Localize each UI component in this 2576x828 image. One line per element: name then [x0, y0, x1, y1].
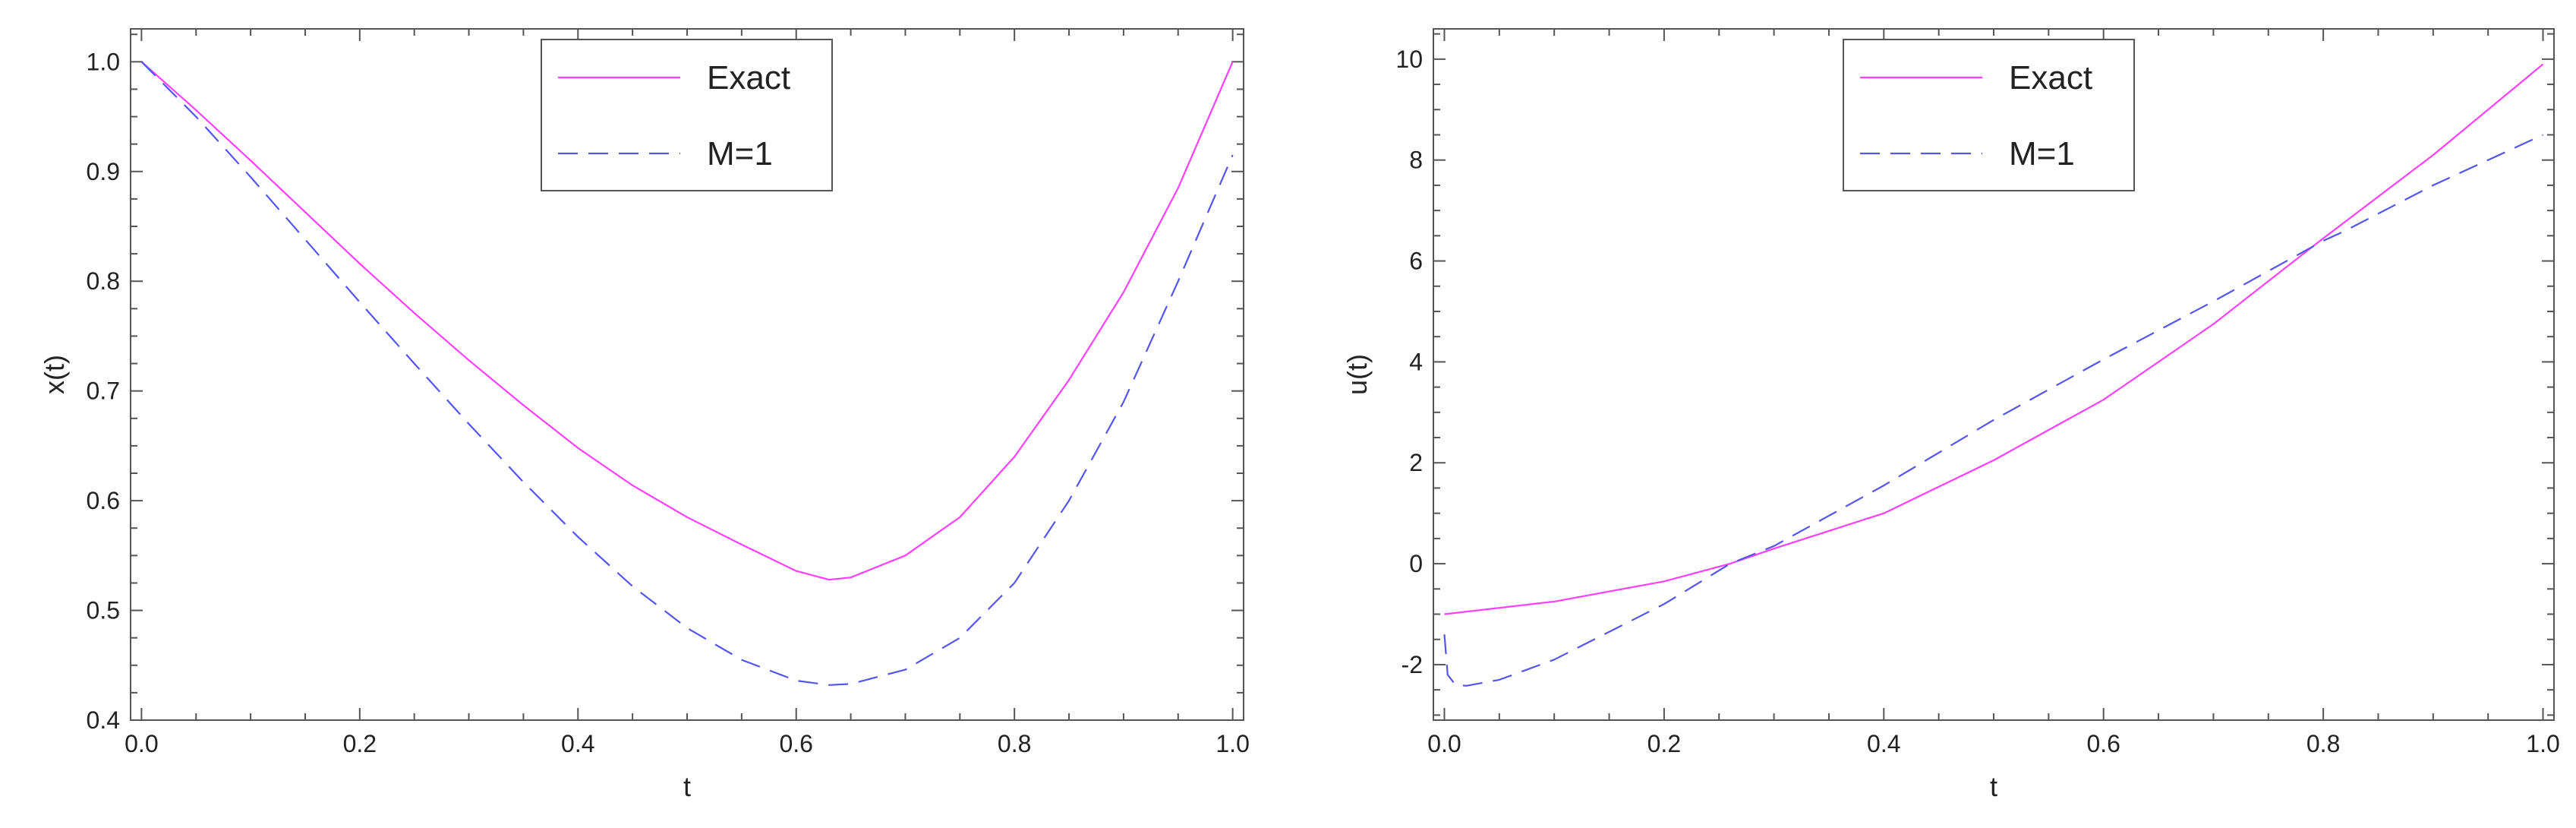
x-tick-label: 0.2	[1647, 730, 1681, 757]
y-tick-label: 0.4	[87, 706, 120, 734]
legend-box	[541, 39, 833, 191]
y-tick-label: -2	[1402, 651, 1423, 678]
legend-label: M=1	[2009, 135, 2075, 172]
x-tick-label: 0.8	[2306, 730, 2340, 757]
series-line-m-1	[1443, 134, 2543, 687]
chart-panel-u: 0.0 0.2 0.4 0.6 0.8 1.0 -2 0 2 4 6 8 10 t u(t) Exact M=1	[1342, 28, 2560, 802]
y-tick-label: 0.8	[87, 267, 120, 295]
y-tick-label: 0.5	[87, 597, 120, 624]
x-tick-label: 1.0	[2526, 730, 2559, 757]
x-tick-label: 1.0	[1215, 730, 1249, 757]
x-axis-label: t	[683, 771, 691, 802]
y-tick-label: 4	[1409, 348, 1423, 375]
y-axis-label: u(t)	[1342, 354, 1373, 395]
y-tick-label: 1.0	[87, 48, 120, 75]
y-tick-label: 6	[1409, 248, 1423, 275]
series-line-m-1	[140, 61, 1234, 686]
y-tick-label: 0.9	[87, 158, 120, 185]
x-tick-label: 0.8	[998, 730, 1031, 757]
x-tick-label: 0.4	[1867, 730, 1900, 757]
x-tick-label: 0.2	[343, 730, 377, 757]
legend-box	[1843, 39, 2135, 191]
x-tick-label: 0.6	[2086, 730, 2120, 757]
y-axis-label: x(t)	[39, 355, 70, 394]
x-axis-label: t	[1990, 771, 1997, 802]
legend-label: M=1	[707, 135, 773, 172]
x-tick-label: 0.0	[125, 730, 158, 757]
x-tick-label: 0.0	[1427, 730, 1461, 757]
series-line-exact	[1444, 63, 2544, 615]
y-tick-label: 8	[1409, 147, 1423, 174]
chart-panel-x: 0.0 0.2 0.4 0.6 0.8 1.0 0.4 0.5 0.6 0.7 0.8 0.9 1.0 t…	[39, 28, 1250, 802]
y-tick-label: 0	[1409, 550, 1423, 577]
y-tick-label: 0.6	[87, 487, 120, 514]
y-tick-label: 0.7	[87, 378, 120, 405]
x-tick-label: 0.6	[779, 730, 812, 757]
series-line-exact	[140, 61, 1234, 581]
x-tick-label: 0.4	[561, 730, 594, 757]
legend-label: Exact	[707, 59, 790, 96]
y-tick-label: 2	[1409, 449, 1423, 476]
legend-label: Exact	[2009, 59, 2092, 96]
y-tick-label: 10	[1395, 46, 1423, 73]
